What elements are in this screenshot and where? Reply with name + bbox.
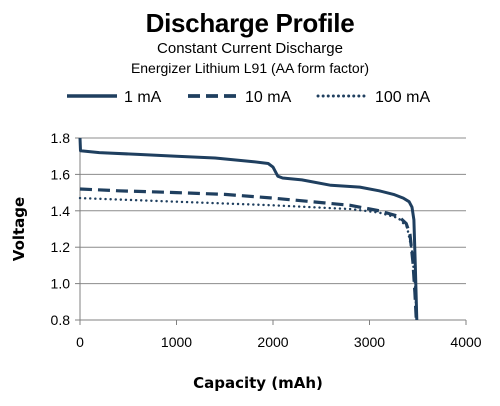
chart-title: Discharge Profile (145, 8, 355, 38)
x-axis-label: Capacity (mAh) (193, 374, 323, 392)
x-tick-label: 2000 (257, 334, 288, 350)
x-tick-label: 0 (76, 334, 84, 350)
series-line-dotted (78, 196, 418, 322)
y-tick-label: 1.4 (51, 203, 71, 219)
legend-label: 1 mA (124, 89, 162, 106)
x-tick-label: 4000 (450, 334, 481, 350)
y-tick-label: 1.8 (51, 130, 71, 146)
y-tick-label: 1.6 (51, 166, 71, 182)
y-axis-label: Voltage (10, 197, 28, 261)
chart-subtitle-2: Energizer Lithium L91 (AA form factor) (130, 60, 370, 76)
x-tick-label: 1000 (161, 334, 192, 350)
x-tick-label: 3000 (354, 334, 385, 350)
legend-label: 10 mA (245, 89, 292, 106)
series-line-dashed (79, 187, 418, 321)
series-line-solid (78, 137, 419, 321)
y-tick-label: 0.8 (51, 312, 71, 328)
legend-label: 100 mA (375, 89, 430, 106)
chart-subtitle-1: Constant Current Discharge (157, 40, 343, 57)
y-tick-label: 1.0 (51, 276, 71, 292)
y-tick-label: 1.2 (51, 239, 71, 255)
